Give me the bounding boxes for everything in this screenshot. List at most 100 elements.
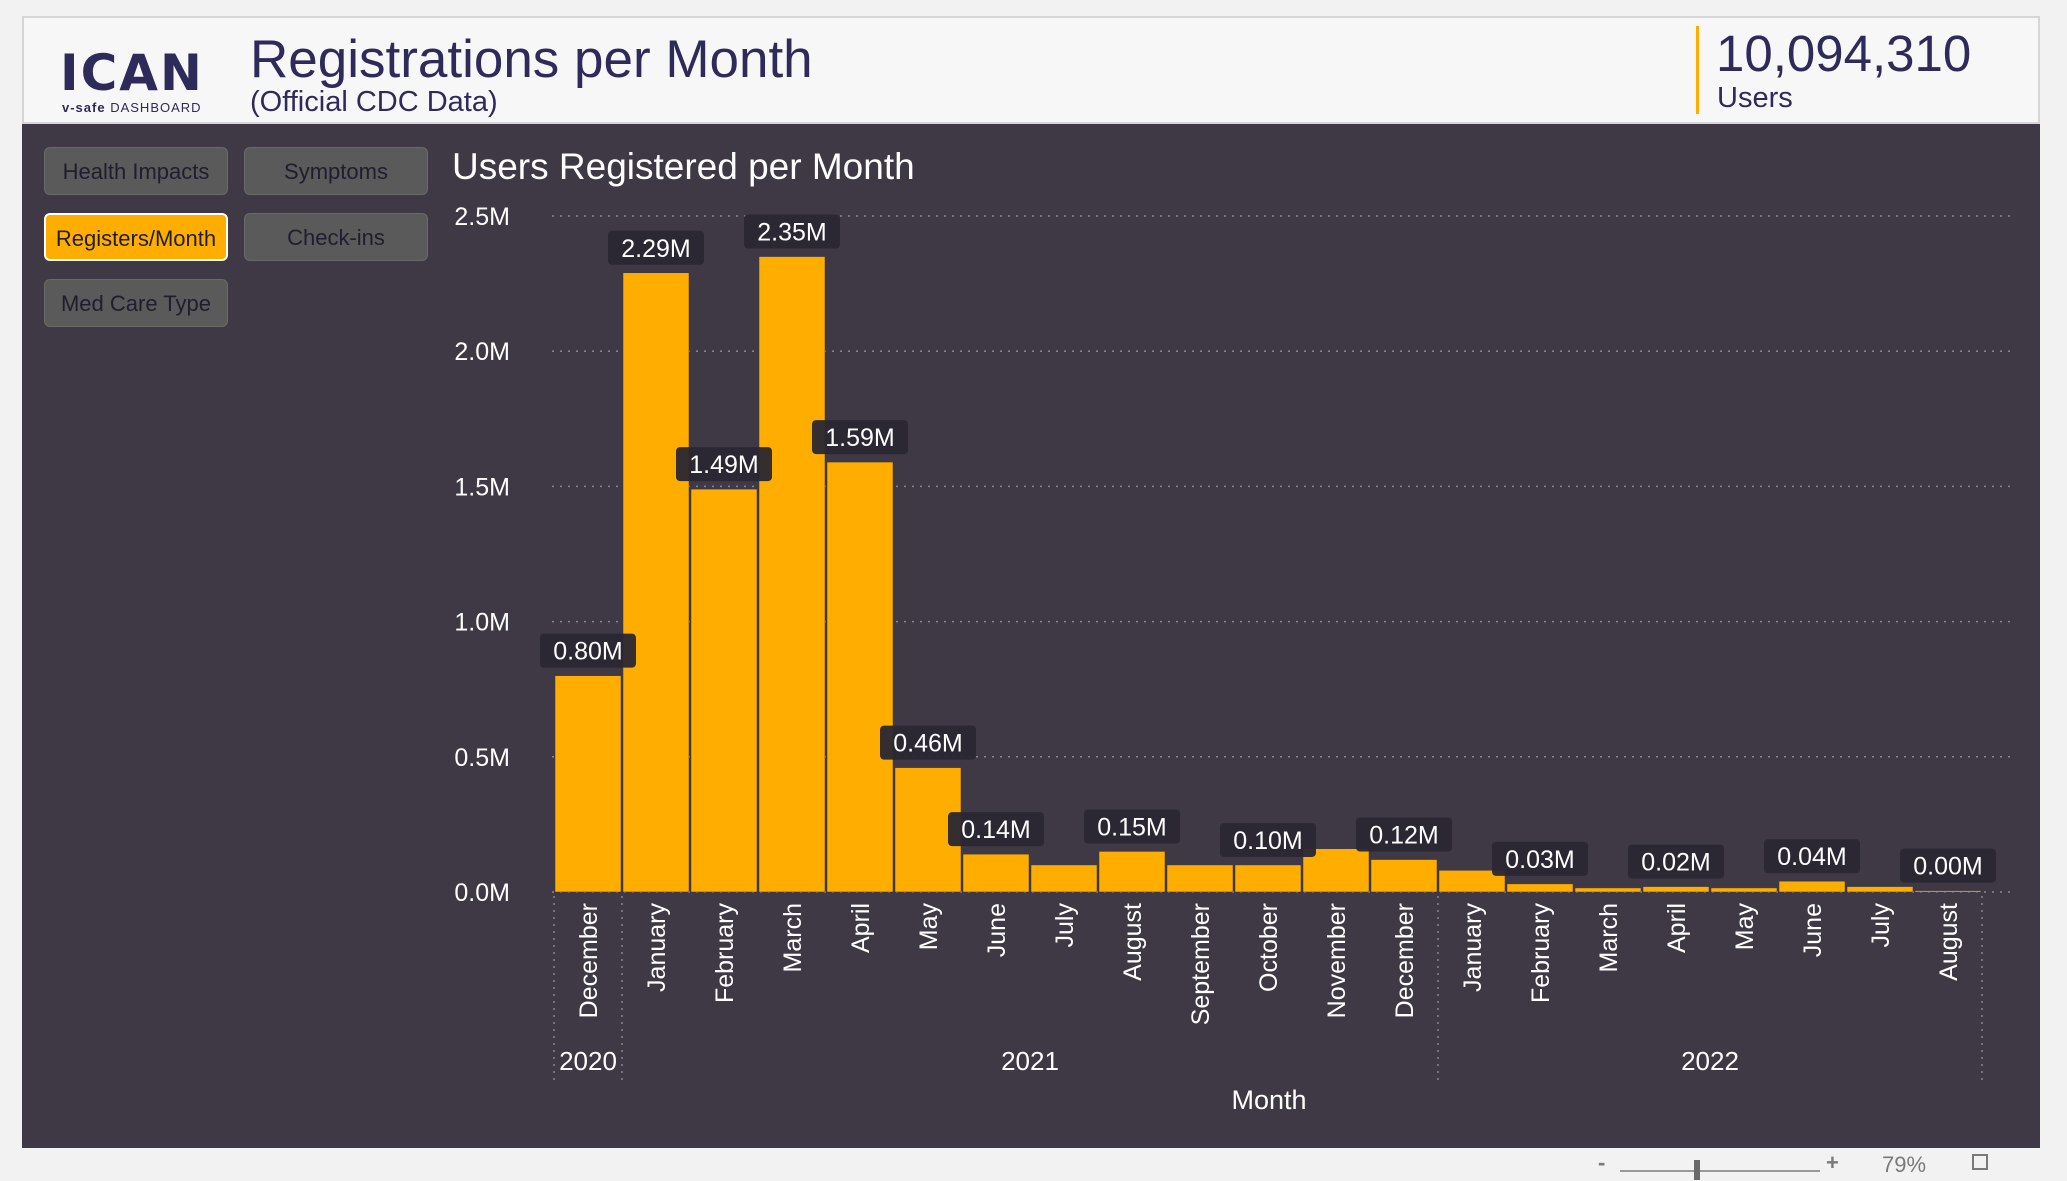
data-label: 0.03M (1505, 846, 1574, 874)
y-tick-label: 2.5M (454, 203, 510, 231)
data-label: 1.49M (689, 451, 758, 479)
logo-sub-bold: v-safe (62, 100, 106, 115)
x-tick-label: August (1119, 903, 1147, 981)
data-label: 0.15M (1097, 813, 1166, 841)
y-tick-label: 0.0M (454, 879, 510, 907)
bar (826, 461, 894, 893)
zoom-control: - + 79% (1590, 1150, 2030, 1180)
bar (1098, 851, 1166, 893)
bar (622, 272, 690, 893)
data-label: 0.14M (961, 816, 1030, 844)
chart-title: Users Registered per Month (452, 146, 915, 187)
x-tick-label: February (1527, 903, 1555, 1004)
data-label-box (676, 447, 772, 482)
total-users-label: Users (1717, 82, 1793, 114)
x-tick-label: April (847, 903, 875, 953)
x-tick-label: October (1255, 903, 1283, 992)
zoom-slider-track[interactable] (1620, 1170, 1820, 1172)
x-tick-label: June (983, 903, 1011, 957)
data-label-box (608, 230, 704, 265)
data-label-box (1764, 839, 1860, 874)
data-label: 0.10M (1233, 827, 1302, 855)
page-subtitle: (Official CDC Data) (250, 86, 498, 118)
zoom-slider-handle[interactable] (1694, 1160, 1700, 1180)
x-tick-label: December (575, 903, 603, 1018)
registrations-chart: Users Registered per Month 0.0M 0.5M 1.0M 1.… (452, 146, 2012, 1115)
x-tick-label: May (915, 903, 943, 951)
logo-subtitle: v-safe DASHBOARD (62, 100, 202, 115)
logo-sub-text: DASHBOARD (110, 100, 202, 115)
bar (1234, 864, 1302, 893)
data-label-box (1084, 809, 1180, 844)
data-label-box (812, 420, 908, 455)
total-users-value: 10,094,310 (1716, 25, 1972, 82)
year-label: 2020 (559, 1046, 617, 1076)
nav-button-med-care-type[interactable]: Med Care Type (44, 279, 228, 327)
bar (1642, 886, 1710, 893)
x-tick-label: June (1799, 903, 1827, 957)
logo-wordmark: ICAN (60, 44, 204, 102)
zoom-out-button[interactable]: - (1598, 1150, 1606, 1175)
data-label: 0.02M (1641, 849, 1710, 877)
x-tick-label: March (1595, 903, 1623, 972)
zoom-level: 79% (1882, 1152, 1927, 1177)
y-tick-label: 1.5M (454, 473, 510, 501)
bar (1030, 864, 1098, 893)
dashboard-frame: ICAN v-safe DASHBOARD Registrations per … (22, 16, 2040, 1148)
bar (1846, 886, 1914, 893)
zoom-in-button[interactable]: + (1826, 1150, 1839, 1175)
bar (1370, 859, 1438, 893)
data-label-box (540, 633, 636, 668)
ican-logo: ICAN v-safe DASHBOARD (60, 44, 210, 115)
x-tick-label: December (1391, 903, 1419, 1018)
data-label: 0.04M (1777, 843, 1846, 871)
header-bar: ICAN v-safe DASHBOARD Registrations per … (22, 16, 2040, 124)
bar (1506, 883, 1574, 893)
data-label: 0.00M (1913, 853, 1982, 881)
bar (1710, 887, 1778, 893)
x-tick-label: July (1867, 903, 1895, 948)
y-tick-label: 1.0M (454, 609, 510, 637)
data-label: 0.12M (1369, 822, 1438, 850)
data-label-box (1220, 822, 1316, 857)
nav-button-health-impacts[interactable]: Health Impacts (44, 147, 228, 195)
bar (1166, 864, 1234, 893)
nav-button-registers-month[interactable]: Registers/Month (44, 213, 228, 261)
bar (554, 675, 622, 893)
x-axis-title: Month (1231, 1085, 1306, 1115)
page-title: Registrations per Month (250, 30, 813, 89)
data-label: 0.80M (553, 638, 622, 666)
data-label-box (744, 214, 840, 249)
nav-button-check-ins[interactable]: Check-ins (244, 213, 428, 261)
bar (1438, 870, 1506, 893)
x-tick-label: March (779, 903, 807, 972)
bar (962, 853, 1030, 893)
x-tick-label: January (1459, 903, 1487, 992)
x-tick-label: January (643, 903, 671, 992)
y-tick-label: 2.0M (454, 338, 510, 366)
x-tick-label: July (1051, 903, 1079, 948)
x-tick-label: September (1187, 903, 1215, 1025)
data-label-box (1900, 848, 1996, 883)
bar (1914, 890, 1982, 893)
y-tick-label: 0.5M (454, 744, 510, 772)
bar (758, 256, 826, 893)
year-label: 2022 (1681, 1046, 1739, 1076)
bar (1574, 887, 1642, 893)
data-label: 1.59M (825, 424, 894, 452)
bar (1778, 880, 1846, 893)
data-label: 2.29M (621, 235, 690, 263)
data-label-box (1492, 841, 1588, 876)
nav-button-symptoms[interactable]: Symptoms (244, 147, 428, 195)
x-tick-label: August (1935, 903, 1963, 981)
data-label-box (948, 812, 1044, 847)
data-label-box (1628, 844, 1724, 879)
fit-to-page-icon[interactable] (1972, 1154, 1988, 1170)
data-label: 2.35M (757, 219, 826, 247)
kpi-divider (1696, 26, 1699, 114)
data-label-box (1356, 817, 1452, 852)
bar (690, 488, 758, 893)
x-tick-label: November (1323, 903, 1351, 1018)
x-tick-label: February (711, 903, 739, 1004)
x-tick-label: May (1731, 903, 1759, 951)
